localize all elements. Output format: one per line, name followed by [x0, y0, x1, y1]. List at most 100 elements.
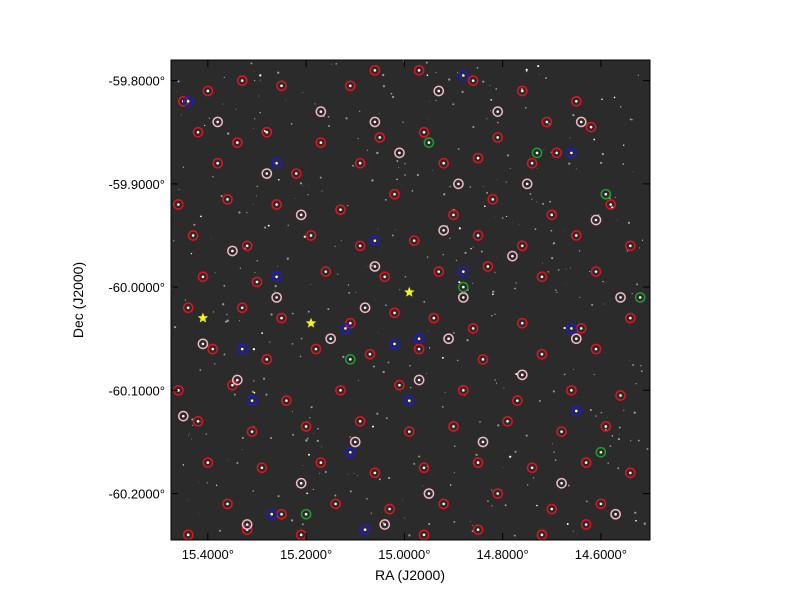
x-axis-label: RA (J2000) [375, 567, 445, 583]
noise-speck [294, 198, 296, 199]
source-dot [353, 440, 357, 444]
circle-marker-series-3 [344, 354, 356, 365]
circle-marker-series-0 [418, 529, 430, 540]
noise-speck [231, 381, 233, 383]
noise-speck [398, 167, 400, 169]
source-dot [260, 466, 264, 470]
circle-marker-series-1 [438, 224, 450, 236]
circle-marker-series-1 [615, 292, 626, 303]
noise-speck [601, 152, 605, 156]
noise-speck [285, 100, 286, 101]
noise-speck [184, 299, 187, 301]
circle-marker-series-0 [384, 503, 395, 515]
noise-speck [223, 284, 226, 287]
noise-speck [299, 182, 303, 185]
noise-speck [491, 490, 493, 492]
noise-speck [593, 373, 595, 376]
noise-speck [370, 264, 373, 267]
source-dot [575, 409, 578, 413]
circle-marker-series-2 [566, 323, 577, 334]
noise-speck [176, 91, 178, 92]
noise-speck [494, 313, 496, 315]
noise-speck [452, 331, 455, 334]
noise-speck [569, 137, 571, 139]
source-dot [245, 244, 249, 248]
source-dot [275, 203, 278, 206]
circle-marker-series-0 [516, 85, 528, 97]
source-dot [589, 125, 593, 129]
source-dot [540, 352, 544, 356]
source-dot [520, 244, 524, 248]
noise-speck [306, 437, 309, 440]
noise-speck [491, 505, 493, 507]
noise-speck [606, 417, 608, 419]
circle-marker-series-3 [423, 137, 435, 148]
source-dot [378, 136, 382, 139]
y-tick-label: -60.2000° [108, 487, 165, 502]
x-tick-label: 15.2000° [280, 547, 332, 562]
source-dot [609, 203, 612, 206]
noise-speck [585, 500, 588, 503]
circle-marker-series-2 [570, 405, 582, 417]
noise-speck [623, 144, 625, 146]
noise-speck [321, 446, 322, 448]
noise-speck [511, 222, 513, 224]
y-axis-label: Dec (J2000) [70, 262, 86, 338]
source-dot [383, 275, 387, 279]
source-dot [344, 327, 347, 330]
circle-marker-series-0 [438, 157, 450, 169]
source-dot [177, 203, 180, 206]
circle-marker-series-0 [413, 64, 425, 76]
circle-marker-series-0 [418, 126, 430, 138]
noise-speck [404, 162, 406, 165]
noise-speck [622, 163, 625, 166]
y-tick-label: -60.1000° [108, 383, 165, 398]
noise-speck [270, 436, 273, 440]
circle-marker-series-1 [271, 292, 282, 303]
noise-speck [396, 160, 399, 162]
noise-speck [634, 511, 637, 514]
source-dot [550, 507, 554, 511]
noise-speck [545, 77, 547, 80]
circle-marker-series-0 [212, 157, 224, 169]
noise-speck [602, 280, 604, 283]
noise-speck [494, 271, 496, 273]
noise-speck [448, 78, 451, 81]
noise-speck [274, 290, 276, 292]
noise-speck [553, 451, 555, 453]
source-dot [236, 141, 239, 144]
source-dot [535, 151, 539, 155]
source-dot [560, 430, 563, 433]
noise-speck [635, 519, 637, 522]
noise-speck [410, 402, 411, 404]
noise-speck [370, 512, 373, 514]
noise-speck [274, 284, 277, 288]
source-dot [373, 239, 377, 242]
source-dot [236, 378, 239, 382]
noise-speck [252, 347, 256, 351]
noise-speck [441, 406, 444, 408]
circle-marker-series-0 [271, 199, 282, 210]
circle-marker-series-0 [536, 529, 548, 540]
circle-marker-series-0 [197, 271, 209, 283]
noise-speck [250, 62, 253, 65]
source-dot [206, 89, 210, 93]
noise-speck [265, 393, 268, 396]
source-dot [575, 99, 578, 103]
noise-speck [253, 128, 255, 130]
source-dot [270, 512, 274, 516]
noise-speck [216, 484, 218, 486]
noise-speck [357, 137, 359, 140]
source-dot [245, 523, 249, 526]
circle-marker-series-0 [492, 488, 504, 499]
noise-speck [514, 287, 517, 290]
noise-speck [372, 425, 374, 428]
noise-speck [253, 79, 256, 82]
circle-marker-series-2 [271, 157, 282, 169]
noise-speck [556, 291, 558, 294]
source-dot [201, 342, 205, 346]
circle-marker-series-0 [276, 80, 287, 92]
circle-marker-series-0 [448, 209, 459, 221]
noise-speck [432, 169, 433, 171]
circle-marker-series-1 [261, 168, 273, 179]
